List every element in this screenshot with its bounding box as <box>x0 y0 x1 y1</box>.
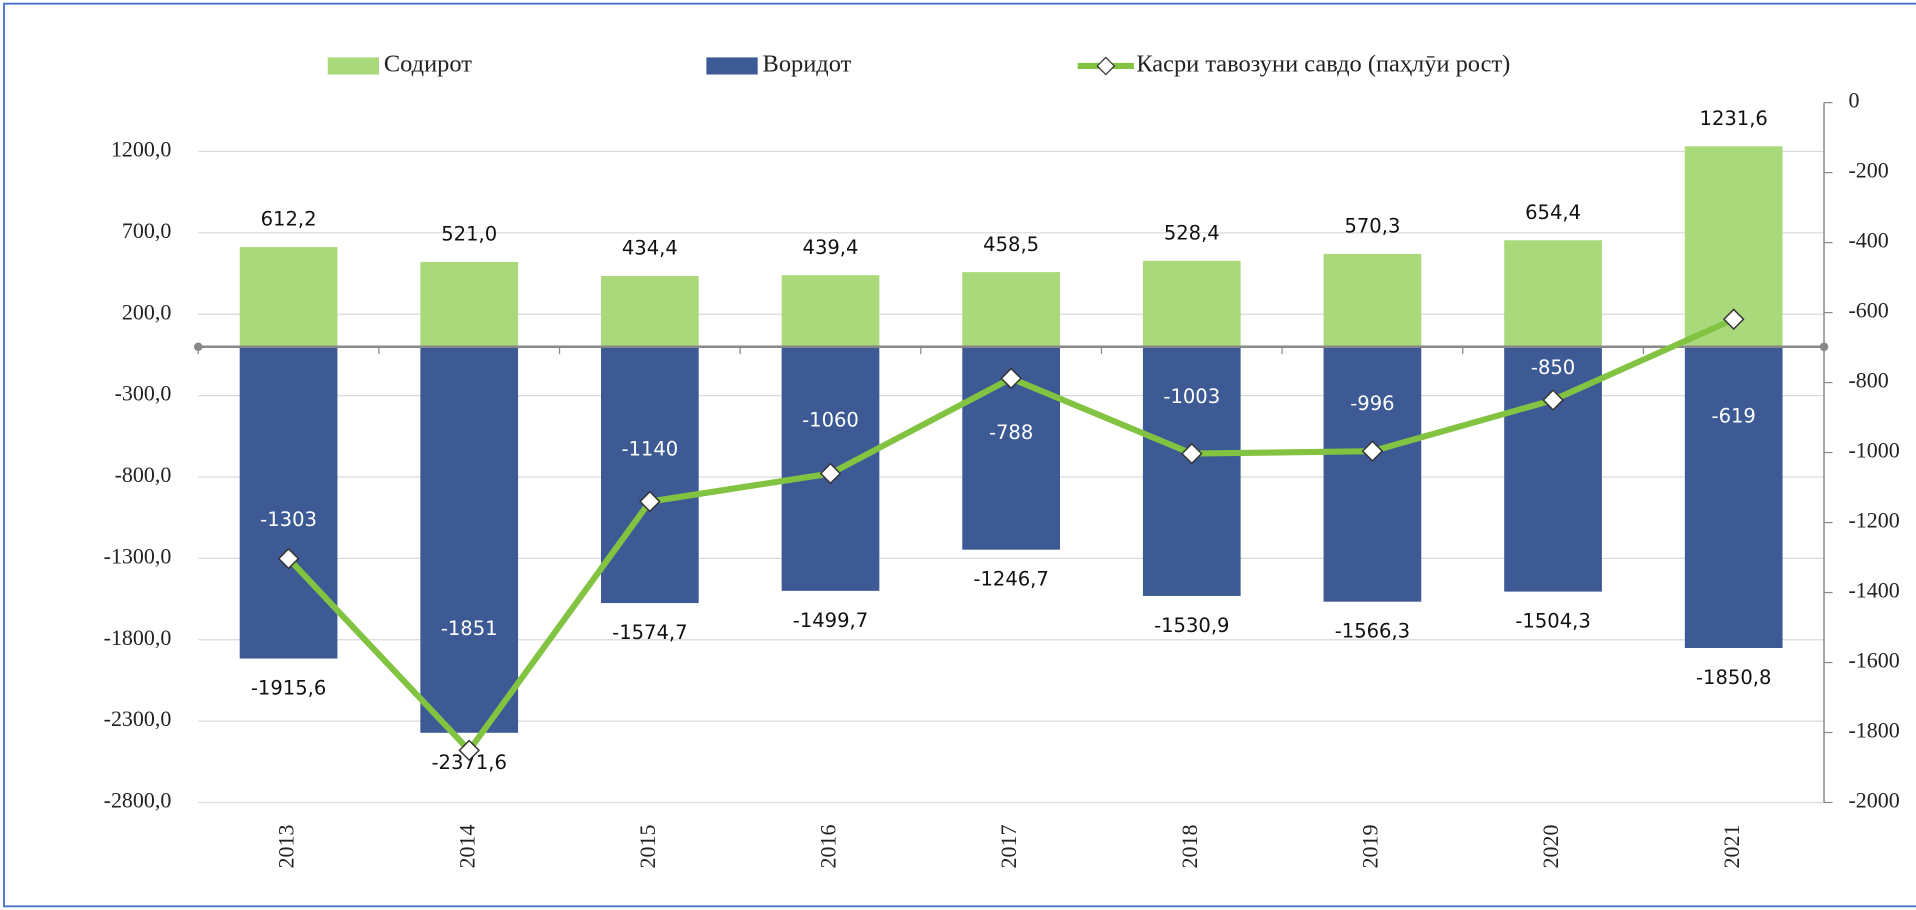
marker <box>1542 389 1564 411</box>
x-tick-label: 2014 <box>454 824 479 868</box>
y-tick-label: -2300,0 <box>104 706 172 731</box>
data-label: -619 <box>1712 404 1756 427</box>
x-tick-label: 2017 <box>996 824 1021 868</box>
marker <box>277 547 300 570</box>
bar <box>1323 253 1422 347</box>
data-label: 434,4 <box>622 237 678 260</box>
bar <box>420 261 519 347</box>
data-label: -850 <box>1531 356 1575 379</box>
y2-tick-label: -200 <box>1848 158 1888 183</box>
y2-tick-label: -1000 <box>1848 438 1899 463</box>
data-label: -1530,9 <box>1154 614 1229 637</box>
data-label: -1851 <box>441 617 498 640</box>
bar <box>600 276 699 347</box>
bar <box>1142 260 1241 347</box>
data-label: -1566,3 <box>1335 620 1410 643</box>
frame <box>3 2 1916 908</box>
bar <box>781 275 880 347</box>
data-label: 570,3 <box>1344 215 1400 238</box>
marker <box>1722 308 1745 331</box>
data-label: 439,4 <box>803 236 859 259</box>
y2-tick-label: 0 <box>1848 88 1859 113</box>
y-tick-label: 1200,0 <box>111 136 171 161</box>
y2-tick-label: -1600 <box>1848 648 1899 673</box>
marker <box>1180 442 1203 465</box>
data-label: 654,4 <box>1525 201 1581 224</box>
marker <box>1361 440 1384 462</box>
data-label: -2371,6 <box>432 751 507 774</box>
y-tick-label: 200,0 <box>122 299 171 324</box>
legend-swatch <box>706 57 758 75</box>
data-label: -1574,7 <box>612 621 687 644</box>
bar <box>962 272 1060 347</box>
data-label: -1504,3 <box>1515 610 1590 633</box>
x-tick-label: 2013 <box>274 824 299 868</box>
legend-marker <box>1096 56 1116 76</box>
data-label: -996 <box>1350 392 1394 415</box>
bar <box>1684 346 1783 649</box>
data-label: 458,5 <box>983 233 1039 256</box>
bar <box>239 247 338 347</box>
data-label: -1499,7 <box>793 609 868 632</box>
y2-tick-label: -600 <box>1848 298 1888 323</box>
marker <box>819 462 842 485</box>
y-tick-label: -300,0 <box>115 381 172 406</box>
y-tick-label: 700,0 <box>122 218 171 243</box>
x-tick-label: 2019 <box>1357 824 1382 868</box>
y2-tick-label: -1800 <box>1848 718 1899 743</box>
legend-label: Содирот <box>384 51 472 78</box>
data-label: -1003 <box>1163 385 1220 408</box>
data-label: 612,2 <box>261 208 317 231</box>
bar <box>1323 346 1422 602</box>
y2-tick-label: -1200 <box>1848 508 1899 533</box>
x-tick-label: 2015 <box>635 824 660 868</box>
data-label: -1303 <box>260 508 317 531</box>
y-tick-label: -1300,0 <box>104 543 172 568</box>
y2-tick-label: -2000 <box>1848 788 1899 813</box>
legend-label: Воридот <box>763 51 852 78</box>
marker <box>639 490 661 513</box>
y-tick-label: -1800,0 <box>104 625 172 650</box>
data-label: 528,4 <box>1164 221 1220 244</box>
data-label: -1915,6 <box>251 677 326 700</box>
legend-label: Касри тавозуни савдо (паҳлӯи рост) <box>1136 51 1510 78</box>
x-tick-label: 2016 <box>816 824 841 868</box>
data-label: -1246,7 <box>973 568 1048 591</box>
data-label: 521,0 <box>441 223 497 246</box>
marker <box>1000 367 1022 390</box>
bar <box>420 346 519 733</box>
data-label: -1060 <box>802 409 859 432</box>
legend-swatch <box>327 57 380 75</box>
y-tick-label: -2800,0 <box>104 788 172 813</box>
data-label: -788 <box>989 421 1033 444</box>
x-tick-label: 2018 <box>1177 824 1202 868</box>
x-tick-label: 2020 <box>1538 824 1563 868</box>
bar <box>1142 346 1241 596</box>
y-tick-label: -800,0 <box>115 462 172 487</box>
bar <box>1504 240 1602 347</box>
data-label: 1231,6 <box>1700 107 1768 130</box>
bar <box>600 346 699 604</box>
bar <box>239 346 338 659</box>
y2-tick-label: -1400 <box>1848 578 1899 603</box>
data-label: -1850,8 <box>1696 666 1771 689</box>
y2-tick-label: -800 <box>1848 368 1888 393</box>
x-tick-label: 2021 <box>1719 825 1744 869</box>
data-label: -1140 <box>621 438 678 461</box>
marker <box>458 739 481 762</box>
y2-tick-label: -400 <box>1848 228 1888 253</box>
